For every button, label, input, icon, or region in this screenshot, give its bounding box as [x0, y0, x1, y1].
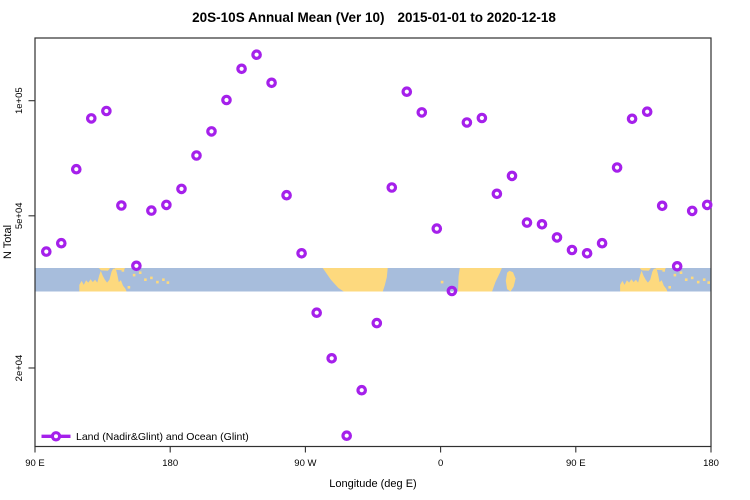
data-point: [566, 244, 578, 256]
x-tick-label: 90 E: [25, 458, 45, 469]
island: [156, 280, 159, 284]
data-point: [371, 317, 383, 329]
land-australia: [620, 268, 668, 292]
island: [696, 280, 700, 284]
island: [138, 271, 142, 274]
data-point: [581, 248, 593, 259]
data-point: [311, 307, 323, 319]
data-point: [101, 105, 112, 117]
data-point: [236, 63, 247, 75]
data-point: [191, 150, 202, 161]
island: [132, 273, 136, 277]
land-australia: [79, 268, 127, 292]
legend: Land (Nadir&Glint) and Ocean (Glint): [41, 431, 249, 443]
data-point: [71, 163, 82, 175]
land-south_america: [322, 268, 388, 292]
chart-title: 20S-10S Annual Mean (Ver 10) 2015-01-01 t…: [192, 10, 556, 25]
land-patches: [79, 268, 710, 292]
island: [144, 278, 147, 281]
data-point: [461, 117, 473, 128]
data-point: [656, 200, 668, 212]
data-point: [251, 49, 262, 61]
data-point: [686, 205, 698, 217]
chart-title-range: 20S-10S Annual Mean (Ver 10): [192, 10, 384, 25]
data-point: [506, 170, 518, 182]
island: [684, 278, 688, 281]
island: [162, 278, 165, 281]
island: [166, 281, 170, 284]
x-tick-label: 180: [703, 458, 719, 469]
data-point: [476, 112, 488, 124]
land-madagascar: [505, 270, 516, 292]
data-point: [266, 77, 277, 89]
legend-label: Land (Nadir&Glint) and Ocean (Glint): [76, 431, 249, 443]
data-point: [296, 248, 307, 259]
data-point: [176, 183, 187, 195]
y-tick-label: 5e+04: [14, 202, 25, 229]
data-point: [671, 260, 683, 272]
data-point: [611, 162, 623, 173]
land-new_guinea_a: [98, 268, 111, 271]
data-point: [446, 285, 458, 297]
data-point: [491, 188, 503, 200]
land-africa: [458, 268, 502, 292]
land-new_guinea_a: [639, 268, 651, 271]
plot-area: [34, 37, 712, 448]
island: [150, 276, 153, 280]
island: [121, 269, 125, 272]
data-point: [401, 86, 413, 98]
data-point: [221, 94, 232, 106]
data-point: [281, 189, 292, 201]
data-point: [206, 126, 217, 137]
chart-title-dates: 2015-01-01 to 2020-12-18: [397, 10, 556, 25]
data-point: [131, 260, 142, 272]
x-tick-label: 90 E: [566, 458, 586, 469]
y-tick-label: 2e+04: [14, 355, 25, 382]
x-tick-label: 180: [162, 458, 178, 469]
data-point: [161, 199, 172, 211]
data-point: [521, 217, 533, 228]
data-point: [641, 106, 653, 118]
data-point: [416, 107, 428, 118]
data-point: [551, 232, 563, 243]
data-point: [326, 352, 338, 364]
island: [679, 271, 683, 274]
x-tick-label: 0: [438, 458, 443, 469]
island: [707, 281, 710, 284]
data-point: [116, 200, 127, 211]
data-point: [40, 246, 52, 257]
island: [668, 286, 671, 289]
data-point: [431, 223, 443, 234]
data-point: [146, 205, 157, 216]
data-point: [701, 199, 713, 211]
y-axis-ticks: 1e+05 5e+04 2e+04: [14, 87, 35, 381]
x-axis-ticks: 90 E 180 90 W 0 90 E 180: [25, 446, 719, 469]
island: [662, 269, 665, 272]
data-point: [55, 237, 67, 249]
island: [673, 273, 677, 277]
map-strip: [35, 268, 711, 292]
data-point: [596, 237, 608, 249]
island: [440, 280, 444, 284]
y-tick-label: 1e+05: [14, 87, 25, 114]
data-point: [386, 182, 398, 193]
island: [690, 276, 694, 280]
data-point: [536, 219, 548, 230]
data-point: [341, 430, 353, 442]
x-axis-label: Longitude (deg E): [329, 478, 416, 490]
island: [702, 278, 706, 281]
data-point: [626, 113, 638, 125]
data-point: [86, 113, 97, 124]
legend-marker-icon: [50, 431, 62, 442]
data-point: [356, 384, 368, 396]
y-axis-label: N Total: [2, 225, 14, 259]
x-tick-label: 90 W: [294, 458, 316, 469]
island: [127, 286, 131, 289]
data-points: [40, 49, 713, 442]
